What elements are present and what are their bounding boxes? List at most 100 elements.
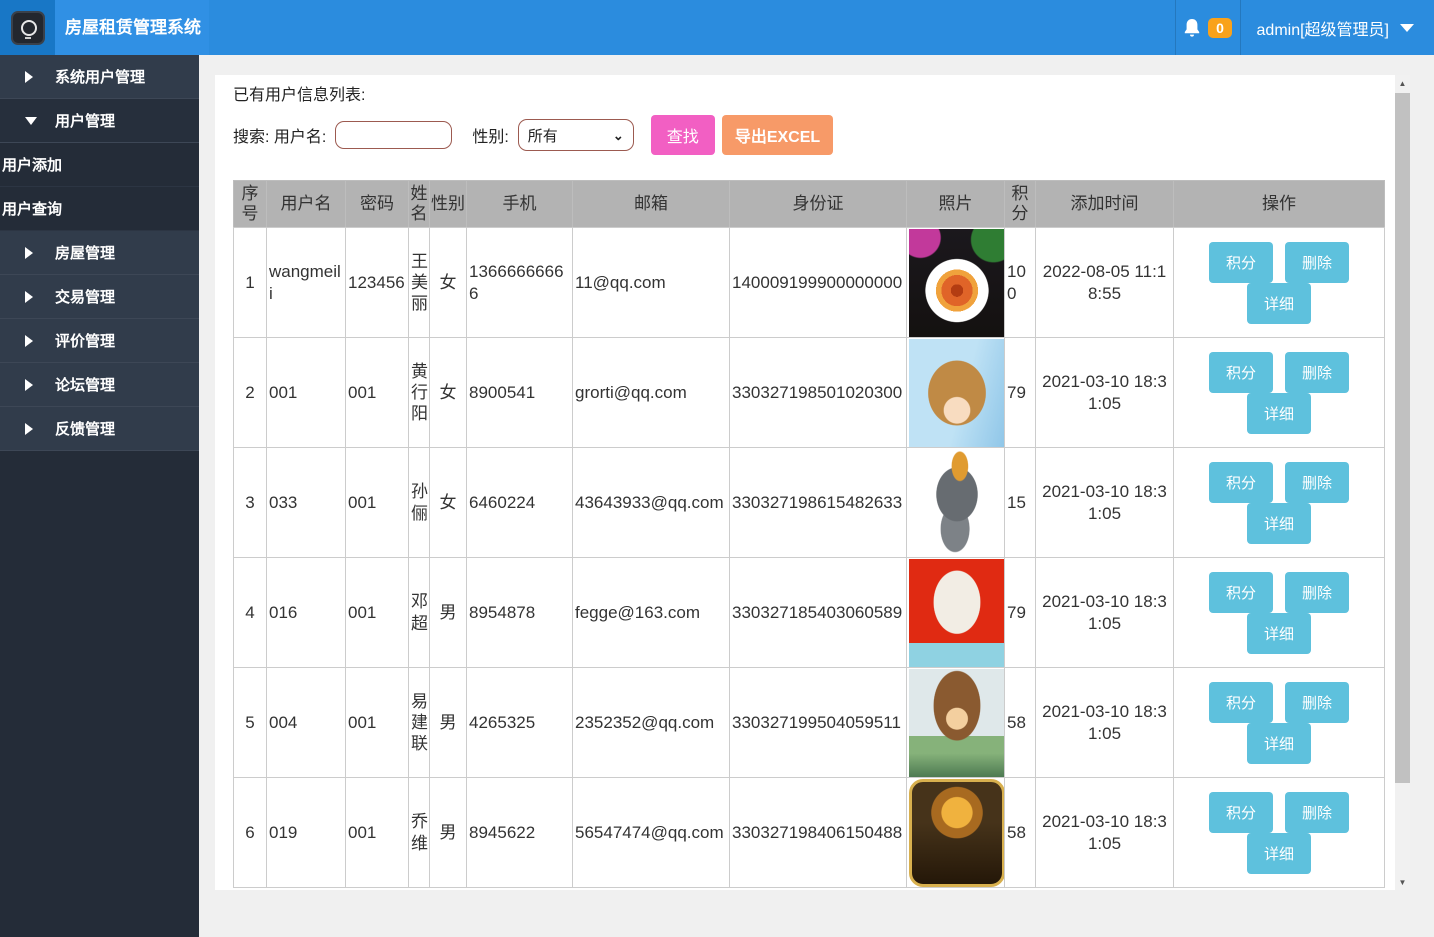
main-content-panel: 已有用户信息列表: 搜索: 用户名: 性别: 所有 ⌄ 查找 导出EXCEL 序… <box>215 75 1395 890</box>
caret-right-icon <box>25 246 55 259</box>
scroll-down-arrow-icon[interactable]: ▼ <box>1398 877 1407 887</box>
cell-email: 2352352@qq.com <box>572 667 730 778</box>
notification-button[interactable]: 0 <box>1176 0 1240 55</box>
sidebar-item-forum-mgmt[interactable]: 论坛管理 <box>0 363 199 407</box>
cell-points: 79 <box>1004 337 1036 448</box>
points-button[interactable]: 积分 <box>1208 791 1273 833</box>
username-search-input[interactable] <box>335 121 453 149</box>
user-photo-anime-girl <box>909 338 1005 447</box>
search-bar: 搜索: 用户名: 性别: 所有 ⌄ 查找 导出EXCEL <box>233 115 834 155</box>
caret-right-icon <box>25 70 55 83</box>
col-header-name: 姓名 <box>408 180 430 228</box>
table-row: 3 033 001 孙俪 女 6460224 43643933@qq.com 3… <box>233 447 1385 558</box>
user-photo-anime-man <box>909 668 1005 777</box>
delete-button[interactable]: 删除 <box>1285 681 1350 723</box>
cell-name: 邓超 <box>408 557 430 668</box>
cell-no: 2 <box>233 337 267 448</box>
cell-password: 001 <box>345 447 409 558</box>
cell-idcard: 330327198501020300 <box>729 337 907 448</box>
cell-actions: 积分 删除详细 <box>1173 557 1385 668</box>
cell-points: 15 <box>1004 447 1036 558</box>
cell-email: fegge@163.com <box>572 557 730 668</box>
delete-button[interactable]: 删除 <box>1285 791 1350 833</box>
points-button[interactable]: 积分 <box>1208 571 1273 613</box>
detail-button[interactable]: 详细 <box>1246 392 1311 434</box>
points-button[interactable]: 积分 <box>1208 461 1273 503</box>
find-button[interactable]: 查找 <box>650 115 715 155</box>
caret-right-icon <box>25 422 55 435</box>
cell-photo <box>906 337 1005 448</box>
table-row: 1 wangmeili 123456 王美丽 女 13666666666 11@… <box>233 227 1385 338</box>
delete-button[interactable]: 删除 <box>1285 241 1350 283</box>
detail-button[interactable]: 详细 <box>1246 612 1311 654</box>
cell-phone: 4265325 <box>466 667 573 778</box>
sidebar-item-label: 用户管理 <box>55 113 116 130</box>
cell-email: 43643933@qq.com <box>572 447 730 558</box>
chevron-down-icon: ⌄ <box>612 127 624 143</box>
bell-icon <box>1184 18 1200 37</box>
cell-no: 5 <box>233 667 267 778</box>
topbar-divider <box>1239 0 1241 55</box>
gender-select[interactable]: 所有 ⌄ <box>517 119 634 151</box>
col-header-email: 邮箱 <box>572 180 730 228</box>
cell-idcard: 330327199504059511 <box>729 667 907 778</box>
table-row: 4 016 001 邓超 男 8954878 fegge@163.com 330… <box>233 557 1385 668</box>
user-photo-food-dish <box>909 228 1005 337</box>
points-button[interactable]: 积分 <box>1208 351 1273 393</box>
sidebar-item-label: 房屋管理 <box>55 245 116 262</box>
cell-name: 易建联 <box>408 667 430 778</box>
delete-button[interactable]: 删除 <box>1285 571 1350 613</box>
list-title: 已有用户信息列表: <box>233 87 366 104</box>
sidebar-item-label: 论坛管理 <box>55 377 116 394</box>
col-header-username: 用户名 <box>266 180 346 228</box>
export-excel-button[interactable]: 导出EXCEL <box>721 115 834 155</box>
detail-button[interactable]: 详细 <box>1246 722 1311 764</box>
cell-points: 100 <box>1004 227 1036 338</box>
cell-email: 56547474@qq.com <box>572 777 730 888</box>
cell-added-time: 2021-03-10 18:31:05 <box>1035 557 1174 668</box>
cell-idcard: 330327185403060589 <box>729 557 907 668</box>
admin-menu[interactable]: admin[超级管理员] <box>1241 0 1434 55</box>
detail-button[interactable]: 详细 <box>1246 832 1311 874</box>
delete-button[interactable]: 删除 <box>1285 461 1350 503</box>
cell-gender: 男 <box>429 667 467 778</box>
admin-label: admin[超级管理员] <box>1256 21 1389 39</box>
cell-photo <box>906 667 1005 778</box>
sidebar-item-trade-mgmt[interactable]: 交易管理 <box>0 275 199 319</box>
cell-gender: 男 <box>429 557 467 668</box>
cell-actions: 积分 删除详细 <box>1173 667 1385 778</box>
cell-points: 58 <box>1004 777 1036 888</box>
cell-gender: 女 <box>429 227 467 338</box>
sidebar-item-label: 交易管理 <box>55 289 116 306</box>
col-header-photo: 照片 <box>906 180 1005 228</box>
cell-password: 001 <box>345 557 409 668</box>
points-button[interactable]: 积分 <box>1208 681 1273 723</box>
sidebar-item-system-user-mgmt[interactable]: 系统用户管理 <box>0 55 199 99</box>
delete-button[interactable]: 删除 <box>1285 351 1350 393</box>
detail-button[interactable]: 详细 <box>1246 502 1311 544</box>
scrollbar-thumb[interactable] <box>1395 93 1410 783</box>
table-row: 6 019 001 乔维 男 8945622 56547474@qq.com 3… <box>233 777 1385 888</box>
sidebar-item-house-mgmt[interactable]: 房屋管理 <box>0 231 199 275</box>
sidebar-item-feedback-mgmt[interactable]: 反馈管理 <box>0 407 199 451</box>
cell-password: 001 <box>345 337 409 448</box>
vertical-scrollbar[interactable]: ▲ ▼ <box>1395 75 1410 890</box>
cell-phone: 13666666666 <box>466 227 573 338</box>
cell-photo <box>906 557 1005 668</box>
sidebar-item-user-query[interactable]: 用户查询 <box>0 187 199 231</box>
detail-button[interactable]: 详细 <box>1246 282 1311 324</box>
scroll-up-arrow-icon[interactable]: ▲ <box>1398 78 1407 88</box>
col-header-phone: 手机 <box>466 180 573 228</box>
sidebar-item-label: 用户查询 <box>2 201 63 218</box>
points-button[interactable]: 积分 <box>1208 241 1273 283</box>
sidebar-item-user-mgmt[interactable]: 用户管理 <box>0 99 199 143</box>
cell-username: 016 <box>266 557 346 668</box>
sidebar-item-user-add[interactable]: 用户添加 <box>0 143 199 187</box>
cell-actions: 积分 删除详细 <box>1173 337 1385 448</box>
cell-actions: 积分 删除详细 <box>1173 227 1385 338</box>
sidebar-item-review-mgmt[interactable]: 评价管理 <box>0 319 199 363</box>
app-logo-icon <box>10 10 45 45</box>
cell-name: 黄行阳 <box>408 337 430 448</box>
cell-idcard: 330327198406150488 <box>729 777 907 888</box>
cell-password: 001 <box>345 667 409 778</box>
